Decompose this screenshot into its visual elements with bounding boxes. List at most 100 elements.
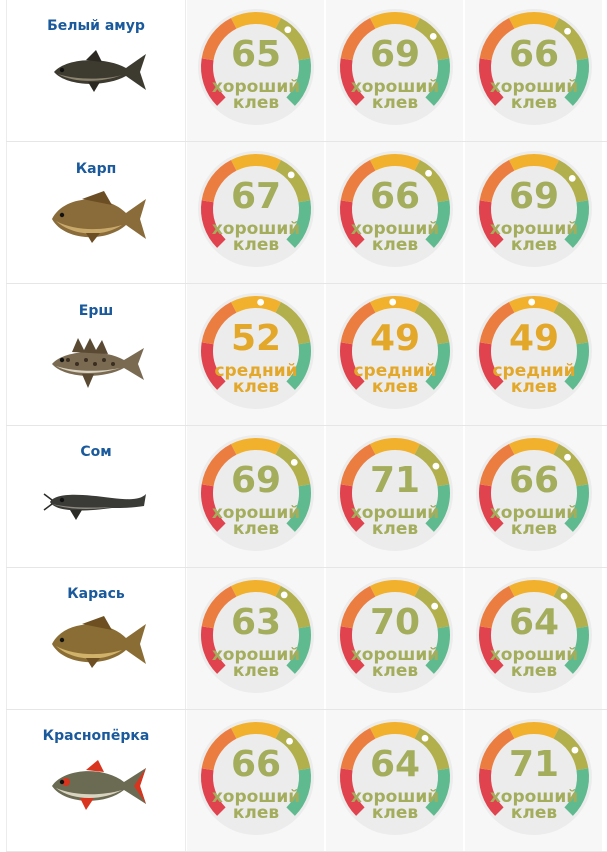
- score-cell: 66 хороший клев: [465, 0, 603, 142]
- score-label-line2: клев: [510, 661, 558, 681]
- fish-name: Белый амур: [47, 18, 145, 34]
- fish-cell: Карась: [6, 568, 186, 710]
- row-divider: [6, 425, 607, 426]
- score-cell: 64 хороший клев: [326, 710, 464, 852]
- score-label-line1: хороший: [350, 645, 440, 665]
- score-cell: 64 хороший клев: [465, 568, 603, 710]
- score-label-line2: клев: [371, 519, 419, 539]
- score-label-line2: клев: [232, 803, 280, 823]
- bite-gauge-icon: 49 средний клев: [474, 291, 594, 411]
- carp-icon: [42, 187, 152, 247]
- score-cell: 49 средний клев: [465, 284, 603, 426]
- score-cell: 69 хороший клев: [465, 142, 603, 284]
- fish-name: Ерш: [78, 303, 114, 319]
- score-value: 65: [230, 34, 282, 75]
- score-cell: 52 средний клев: [187, 284, 325, 426]
- score-value: 66: [369, 176, 421, 217]
- score-label-line2: клев: [232, 377, 280, 397]
- score-cell: 69 хороший клев: [187, 426, 325, 568]
- ruffe-icon: [42, 332, 152, 392]
- bite-gauge-icon: 70 хороший клев: [335, 575, 455, 695]
- bite-gauge-icon: 71 хороший клев: [335, 433, 455, 553]
- score-label-line1: средний: [492, 361, 576, 381]
- score-value: 49: [369, 318, 421, 359]
- bite-gauge-icon: 66 хороший клев: [474, 7, 594, 127]
- table-row: Краснопёрка 66 хороший клев 64 хороший клев 71 х…: [0, 710, 607, 852]
- score-label-line1: хороший: [489, 77, 579, 97]
- score-label-line2: клев: [232, 93, 280, 113]
- score-value: 71: [508, 744, 560, 785]
- fish-cell: Краснопёрка: [6, 710, 186, 852]
- score-label-line2: клев: [510, 93, 558, 113]
- score-label-line2: клев: [371, 377, 419, 397]
- grass-carp-icon: [42, 42, 152, 102]
- bite-gauge-icon: 66 хороший клев: [335, 149, 455, 269]
- bite-gauge-icon: 49 средний клев: [335, 291, 455, 411]
- row-divider: [6, 567, 607, 568]
- score-cell: 49 средний клев: [326, 284, 464, 426]
- bite-gauge-icon: 66 хороший клев: [196, 717, 316, 837]
- score-value: 71: [369, 460, 421, 501]
- table-row: Карп 67 хороший клев 66 хороший клев 69 хороший к…: [0, 142, 607, 284]
- bite-gauge-icon: 66 хороший клев: [474, 433, 594, 553]
- score-value: 69: [508, 176, 560, 217]
- bite-gauge-icon: 52 средний клев: [196, 291, 316, 411]
- score-label-line2: клев: [232, 519, 280, 539]
- score-value: 69: [369, 34, 421, 75]
- fish-cell: Ерш: [6, 284, 186, 426]
- score-value: 66: [508, 460, 560, 501]
- score-cell: 70 хороший клев: [326, 568, 464, 710]
- score-label-line1: хороший: [211, 77, 301, 97]
- score-cell: 66 хороший клев: [187, 710, 325, 852]
- bite-gauge-icon: 65 хороший клев: [196, 7, 316, 127]
- score-value: 64: [508, 602, 560, 643]
- bite-gauge-icon: 69 хороший клев: [474, 149, 594, 269]
- score-cell: 71 хороший клев: [465, 710, 603, 852]
- score-label-line1: хороший: [350, 77, 440, 97]
- score-label-line1: хороший: [211, 787, 301, 807]
- bite-gauge-icon: 64 хороший клев: [474, 575, 594, 695]
- fish-name: Карп: [75, 161, 117, 177]
- score-label-line1: хороший: [350, 787, 440, 807]
- score-value: 64: [369, 744, 421, 785]
- score-label-line1: средний: [353, 361, 437, 381]
- score-cell: 65 хороший клев: [187, 0, 325, 142]
- score-label-line1: хороший: [211, 645, 301, 665]
- score-cell: 63 хороший клев: [187, 568, 325, 710]
- catfish-icon: [42, 472, 152, 532]
- score-value: 49: [508, 318, 560, 359]
- score-label-line1: хороший: [489, 787, 579, 807]
- score-cell: 66 хороший клев: [326, 142, 464, 284]
- table-row: Сом 69 хороший клев 71 хороший клев 66 хороший кл…: [0, 426, 607, 568]
- score-label-line1: хороший: [489, 503, 579, 523]
- score-label-line2: клев: [232, 235, 280, 255]
- score-value: 52: [230, 318, 282, 359]
- score-label-line2: клев: [371, 235, 419, 255]
- score-value: 69: [230, 460, 282, 501]
- bite-gauge-icon: 67 хороший клев: [196, 149, 316, 269]
- bite-gauge-icon: 69 хороший клев: [335, 7, 455, 127]
- score-value: 66: [230, 744, 282, 785]
- crucian-carp-icon: [42, 612, 152, 672]
- rudd-icon: [42, 754, 152, 814]
- fish-cell: Белый амур: [6, 0, 186, 142]
- score-label-line2: клев: [371, 661, 419, 681]
- score-label-line2: клев: [510, 235, 558, 255]
- table-row: Ерш 52 средний клев 49 средний клев 49 средний кл…: [0, 284, 607, 426]
- fish-name: Карась: [67, 586, 125, 602]
- score-cell: 66 хороший клев: [465, 426, 603, 568]
- score-label-line1: хороший: [350, 503, 440, 523]
- score-label-line1: хороший: [350, 219, 440, 239]
- score-cell: 69 хороший клев: [326, 0, 464, 142]
- score-label-line2: клев: [232, 661, 280, 681]
- score-label-line1: средний: [214, 361, 298, 381]
- score-label-line1: хороший: [211, 219, 301, 239]
- score-value: 70: [369, 602, 421, 643]
- table-row: Белый амур 65 хороший клев 69 хороший клев 66 хо…: [0, 0, 607, 142]
- score-value: 66: [508, 34, 560, 75]
- row-divider: [6, 141, 607, 142]
- fish-cell: Сом: [6, 426, 186, 568]
- table-row: Карась 63 хороший клев 70 хороший клев 64 хороши…: [0, 568, 607, 710]
- score-label-line2: клев: [510, 803, 558, 823]
